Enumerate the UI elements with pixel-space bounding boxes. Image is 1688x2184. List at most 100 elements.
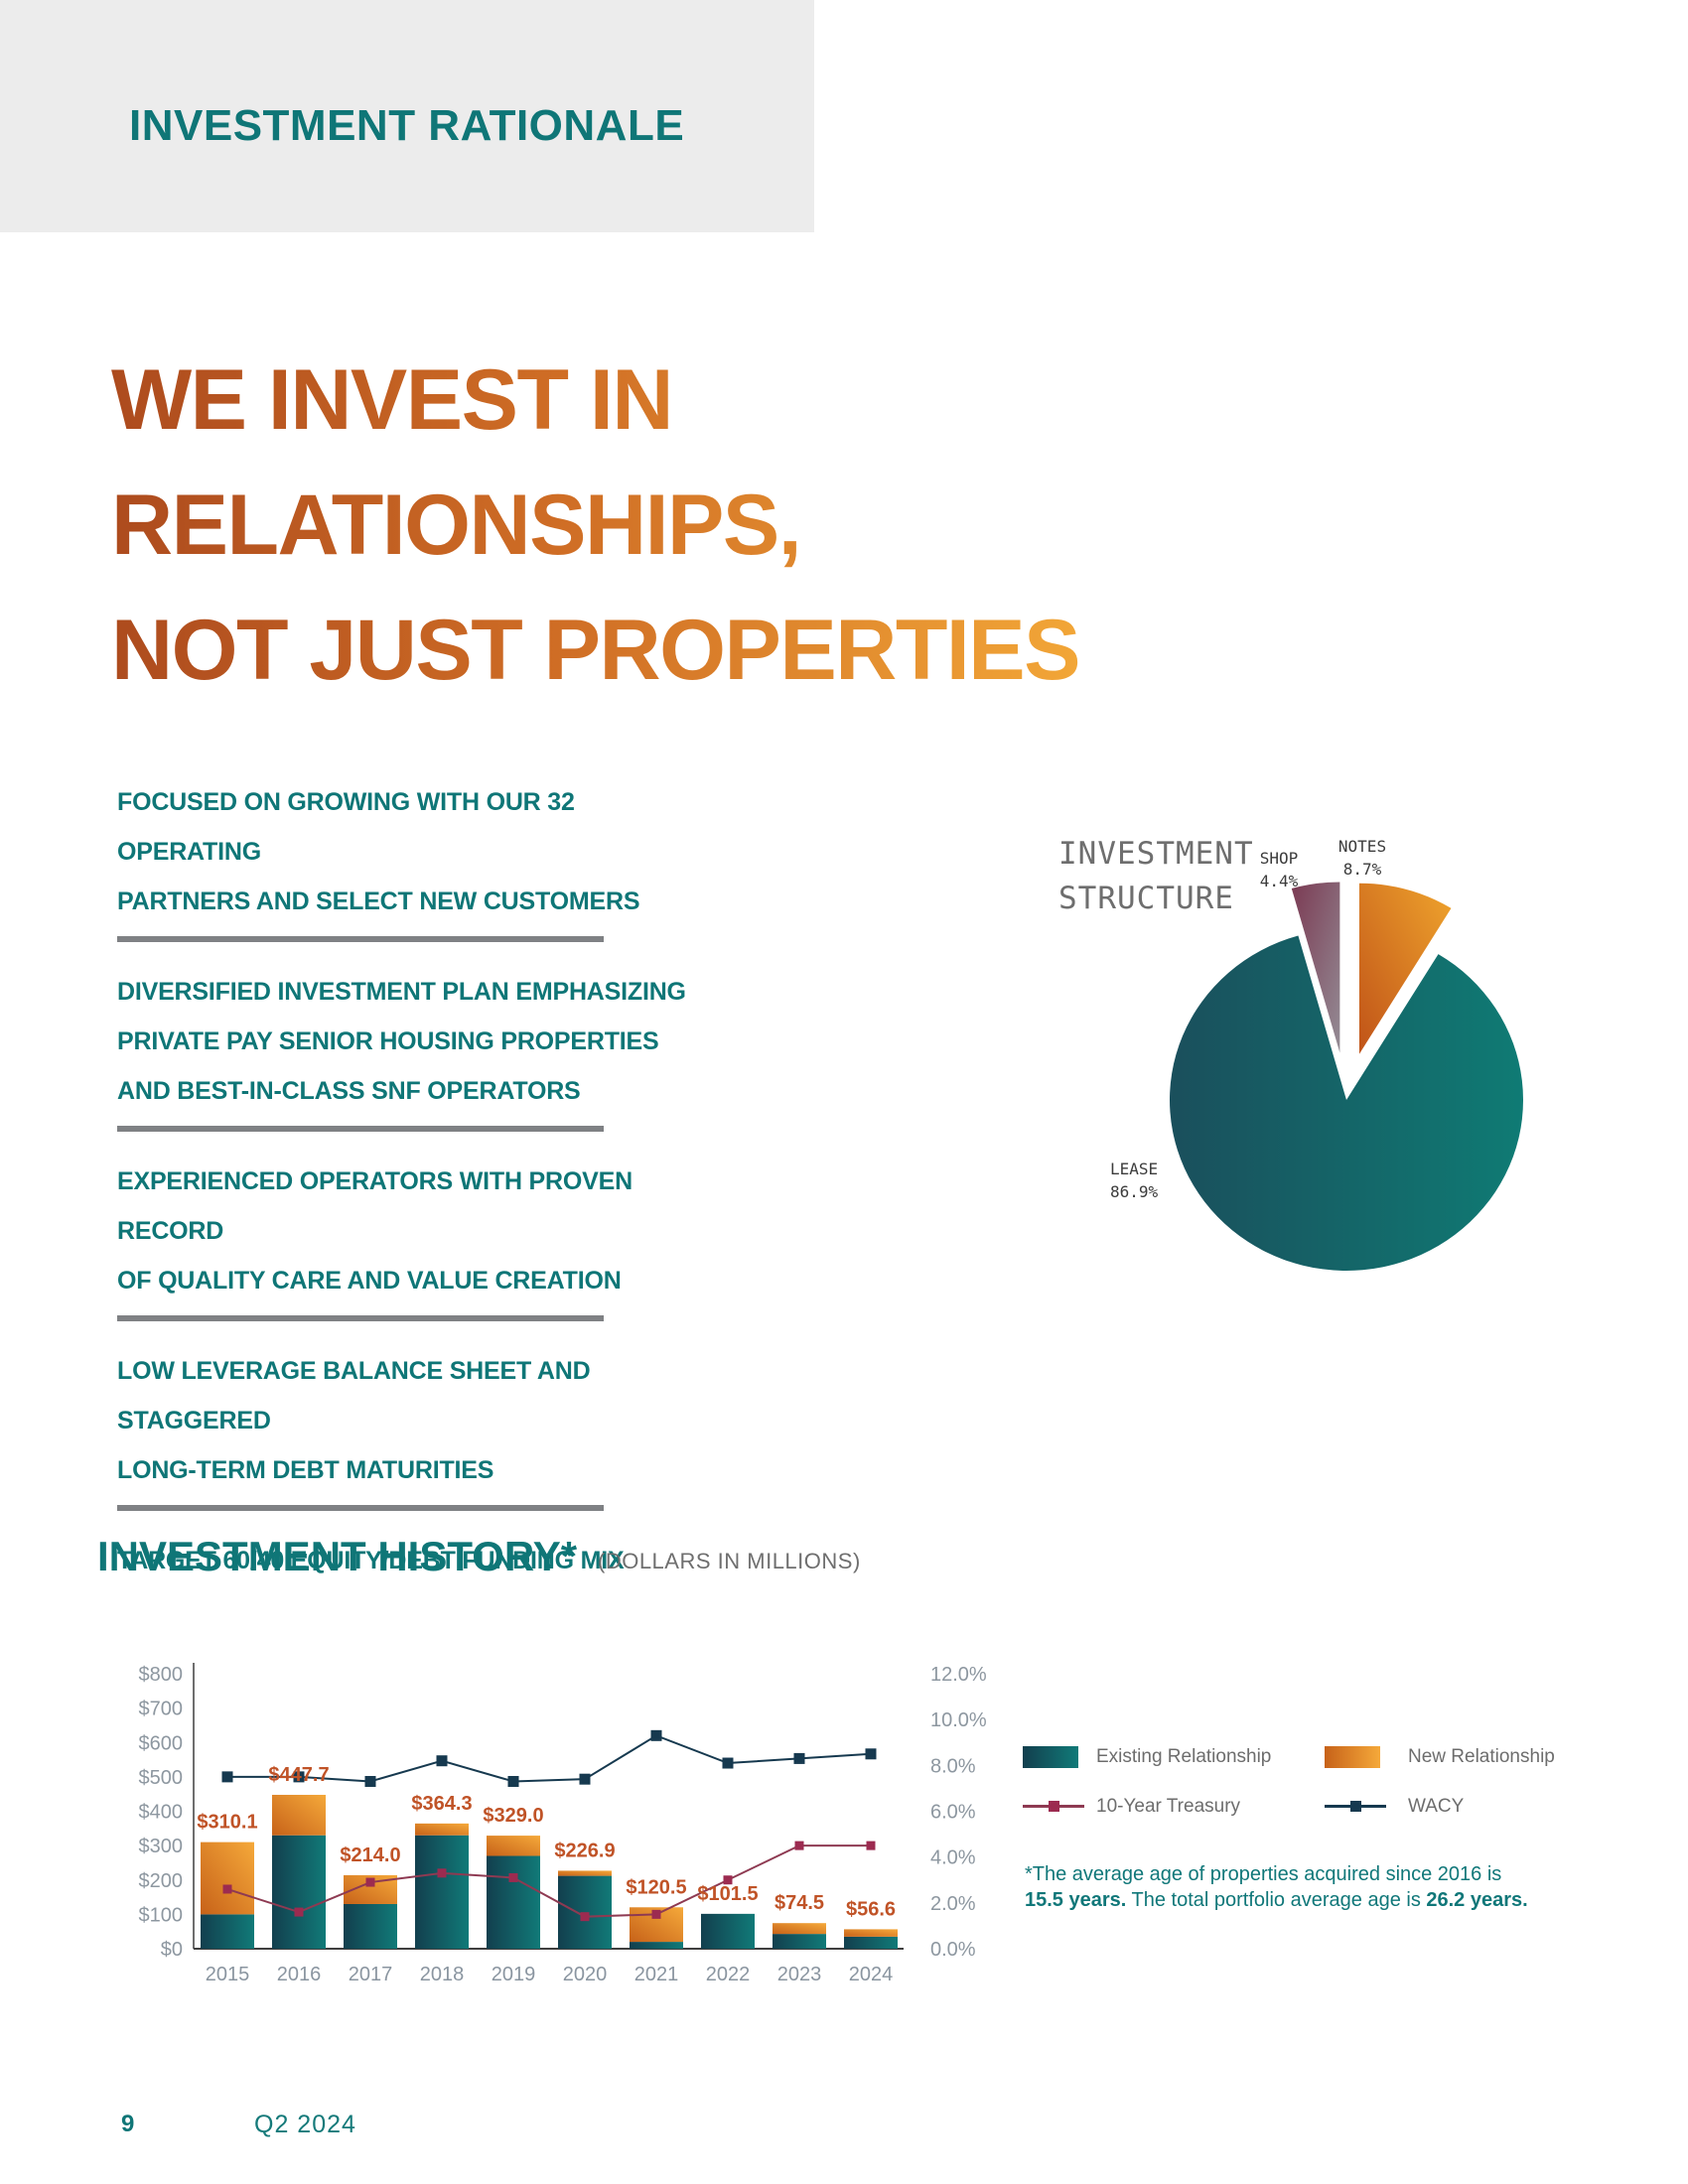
line-marker-icon: [222, 1884, 232, 1894]
x-axis-year-label: 2020: [563, 1964, 608, 1985]
line-marker-icon: [293, 1771, 305, 1783]
right-axis-tick: 6.0%: [930, 1802, 976, 1824]
history-subtitle: (DOLLARS IN MILLIONS): [598, 1549, 861, 1573]
bar-new: [201, 1842, 254, 1915]
x-axis-year-label: 2023: [777, 1964, 822, 1985]
bar-new: [272, 1794, 326, 1836]
pie-title-line-1: INVESTMENT: [1058, 836, 1254, 872]
divider: [117, 1315, 604, 1321]
line-marker-icon: [508, 1872, 518, 1882]
bar-value-label: $56.6: [846, 1898, 896, 1920]
footnote: *The average age of properties acquired …: [1025, 1862, 1611, 1913]
right-axis-tick: 8.0%: [930, 1755, 976, 1777]
section-label: INVESTMENT RATIONALE: [129, 101, 685, 150]
header-band: [0, 0, 814, 232]
x-axis-year-label: 2021: [634, 1964, 679, 1985]
investment-structure-pie-chart: NOTES 8.7% LEASE 86.9% SHOP 4.4%: [1110, 837, 1523, 1271]
x-axis-year-label: 2015: [206, 1964, 250, 1985]
bullet-item: DIVERSIFIED INVESTMENT PLAN EMPHASIZING P…: [117, 978, 686, 1105]
bar-new: [487, 1836, 540, 1856]
footnote-bold-value: 26.2 years.: [1426, 1888, 1528, 1911]
right-axis-tick: 10.0%: [930, 1709, 987, 1731]
bullet-item: EXPERIENCED OPERATORS WITH PROVEN RECORD…: [117, 1167, 633, 1295]
left-axis-tick: $800: [139, 1664, 184, 1686]
bar-existing: [630, 1942, 683, 1949]
footnote-text: *The average age of properties acquired …: [1025, 1863, 1502, 1885]
line-marker-icon: [866, 1841, 876, 1850]
bar-existing: [344, 1903, 397, 1949]
bullet-item: TARGET 60/40 EQUITY/DEBT FUNDING MIX: [117, 1547, 625, 1574]
bullet-item: FOCUSED ON GROWING WITH OUR 32 OPERATING…: [117, 788, 640, 915]
bar-existing: [201, 1914, 254, 1949]
bar-new: [558, 1870, 612, 1876]
bar-value-label: $226.9: [554, 1840, 615, 1861]
bullet-list: FOCUSED ON GROWING WITH OUR 32 OPERATING…: [117, 777, 713, 1585]
pie-slice-label: LEASE: [1110, 1160, 1158, 1178]
headline-line-1: WE INVEST IN: [111, 352, 672, 448]
line-marker-icon: [365, 1877, 375, 1887]
bar-value-label: $310.1: [197, 1812, 257, 1834]
right-axis-tick: 4.0%: [930, 1847, 976, 1869]
headline-line-2: RELATIONSHIPS,: [111, 478, 801, 573]
left-axis-tick: $600: [139, 1732, 184, 1754]
line-marker-icon: [436, 1755, 448, 1767]
new-relationship-swatch: [1325, 1746, 1380, 1768]
line-marker-icon: [294, 1907, 304, 1917]
pie-slice-value: 8.7%: [1343, 860, 1382, 879]
bar-value-label: $329.0: [483, 1805, 543, 1827]
bar-value-label: $74.5: [774, 1892, 824, 1914]
pie-slice-label: SHOP: [1260, 849, 1299, 868]
bar-new: [415, 1823, 469, 1836]
bar-existing: [844, 1936, 898, 1949]
report-period: Q2 2024: [254, 2111, 356, 2138]
bar-value-label: $447.7: [268, 1764, 329, 1786]
headline-line-3: NOT JUST PROPERTIES: [111, 603, 1079, 698]
bar-value-label: $101.5: [697, 1883, 758, 1905]
history-title: INVESTMENT HISTORY*: [97, 1533, 578, 1579]
legend-label: Existing Relationship: [1096, 1746, 1272, 1767]
bar-existing: [415, 1835, 469, 1949]
line-marker-icon: [794, 1841, 804, 1850]
headline: WE INVEST IN RELATIONSHIPS, NOT JUST PRO…: [111, 338, 1079, 713]
legend-label: New Relationship: [1408, 1746, 1555, 1767]
divider: [117, 936, 604, 942]
line-marker-icon: [580, 1912, 590, 1922]
bar-value-label: $120.5: [626, 1876, 686, 1898]
left-axis-tick: $700: [139, 1699, 184, 1720]
wacy-marker-icon: [1350, 1801, 1361, 1812]
footnote-bold-value: 15.5 years.: [1025, 1888, 1127, 1911]
x-axis-year-label: 2022: [706, 1964, 751, 1985]
line-marker-icon: [221, 1771, 233, 1783]
line-marker-icon: [507, 1775, 519, 1787]
bar-existing: [773, 1934, 826, 1949]
investment-history-combo-chart: $0 $100 $200 $300 $400 $500 $600 $700 $800 0.0% 2.…: [139, 1663, 987, 1985]
bar-new: [773, 1923, 826, 1935]
x-axis-year-label: 2017: [349, 1964, 393, 1985]
line-marker-icon: [364, 1775, 376, 1787]
pie-slice-value: 4.4%: [1260, 872, 1299, 890]
line-marker-icon: [865, 1748, 877, 1760]
bullet-item: LOW LEVERAGE BALANCE SHEET AND STAGGERED…: [117, 1357, 591, 1484]
line-marker-icon: [793, 1752, 805, 1764]
right-axis-tick: 0.0%: [930, 1939, 976, 1961]
bar-existing: [701, 1913, 755, 1949]
line-marker-icon: [579, 1773, 591, 1785]
line-marker-icon: [722, 1757, 734, 1769]
bar-value-label: $364.3: [411, 1793, 472, 1815]
left-axis-tick: $300: [139, 1836, 184, 1857]
bar-existing: [487, 1855, 540, 1949]
legend-label: 10-Year Treasury: [1096, 1796, 1241, 1817]
right-axis-tick: 12.0%: [930, 1664, 987, 1686]
right-axis-tick: 2.0%: [930, 1893, 976, 1915]
x-axis-year-label: 2024: [849, 1964, 894, 1985]
bar-existing: [272, 1835, 326, 1949]
line-marker-icon: [723, 1875, 733, 1885]
pie-title-line-2: STRUCTURE: [1058, 881, 1234, 916]
left-axis-tick: $0: [161, 1939, 183, 1961]
footnote-text: The total portfolio average age is: [1126, 1888, 1427, 1911]
line-marker-icon: [650, 1729, 662, 1741]
left-axis-tick: $500: [139, 1767, 184, 1789]
divider: [117, 1505, 604, 1511]
left-axis-tick: $100: [139, 1904, 184, 1926]
pie-slice-value: 86.9%: [1110, 1182, 1159, 1201]
